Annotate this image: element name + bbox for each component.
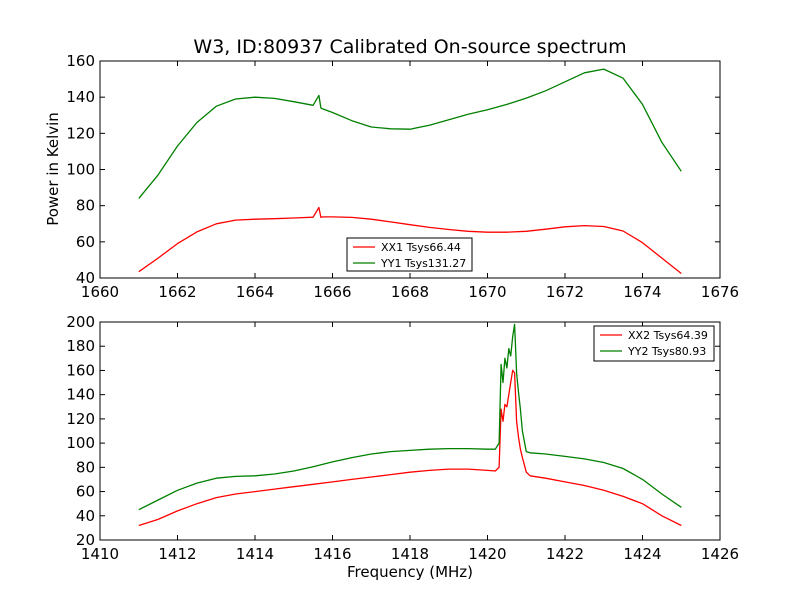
bottom-y-tick-label: 40 (76, 507, 95, 525)
top-plot: 1660 1662 1664 1666 1668 1670 1672 1674 1676 40 60… (66, 52, 739, 301)
top-x-tick-label: 1664 (236, 283, 274, 301)
bottom-y-tick-label: 20 (76, 531, 95, 549)
bottom-x-axis-label: Frequency (MHz) (347, 563, 473, 581)
bottom-legend-box (593, 325, 715, 362)
top-y-tick-label: 80 (76, 197, 95, 215)
bottom-x-tick-label: 1414 (236, 545, 274, 563)
top-x-tick-label: 1674 (623, 283, 661, 301)
bottom-x-tick-label: 1422 (546, 545, 584, 563)
bottom-x-tick-label: 1410 (81, 545, 119, 563)
bottom-x-tick-label: 1412 (158, 545, 196, 563)
bottom-y-tick-label: 80 (76, 458, 95, 476)
bottom-y-tick-label: 180 (66, 337, 95, 355)
bottom-legend-label-2: YY2 Tsys80.93 (627, 345, 706, 358)
top-y-tick-label: 120 (66, 124, 95, 142)
chart-title: W3, ID:80937 Calibrated On-source spectr… (193, 36, 626, 58)
bottom-y-tick-label: 160 (66, 361, 95, 379)
bottom-x-tick-label: 1424 (623, 545, 661, 563)
top-legend-label-2: YY1 Tsys131.27 (380, 257, 466, 270)
top-y-tick-label: 100 (66, 161, 95, 179)
top-x-tick-label: 1670 (468, 283, 506, 301)
bottom-x-tick-label: 1420 (468, 545, 506, 563)
bottom-x-tick-label: 1426 (701, 545, 739, 563)
top-y-tick-label: 140 (66, 88, 95, 106)
top-x-tick-label: 1660 (81, 283, 119, 301)
top-x-tick-label: 1672 (546, 283, 584, 301)
bottom-y-tick-label: 100 (66, 434, 95, 452)
top-legend-box (346, 237, 473, 272)
bottom-y-tick-label: 140 (66, 386, 95, 404)
bottom-series-line-1 (138, 369, 682, 527)
bottom-series-line-2 (138, 323, 682, 511)
bottom-y-tick-label: 120 (66, 410, 95, 428)
bottom-y-tick-label: 200 (66, 313, 95, 331)
bottom-x-tick-label: 1416 (313, 545, 351, 563)
bottom-x-tick-label: 1418 (391, 545, 429, 563)
top-x-tick-label: 1666 (313, 283, 351, 301)
top-x-tick-label: 1676 (701, 283, 739, 301)
top-x-tick-label: 1662 (158, 283, 196, 301)
top-y-tick-label: 160 (66, 52, 95, 70)
bottom-y-tick-label: 60 (76, 483, 95, 501)
bottom-plot: 1410 1412 1414 1416 1418 1420 1422 1424 1426 20 40… (66, 313, 739, 563)
top-y-axis-label: Power in Kelvin (44, 112, 62, 226)
top-y-tick-label: 40 (76, 269, 95, 287)
top-x-tick-label: 1668 (391, 283, 429, 301)
top-y-tick-label: 60 (76, 233, 95, 251)
top-series-line-1 (138, 206, 682, 275)
bottom-legend-label-1: XX2 Tsys64.39 (628, 329, 708, 342)
top-series-line-2 (138, 68, 682, 199)
top-legend-label-1: XX1 Tsys66.44 (381, 241, 461, 254)
